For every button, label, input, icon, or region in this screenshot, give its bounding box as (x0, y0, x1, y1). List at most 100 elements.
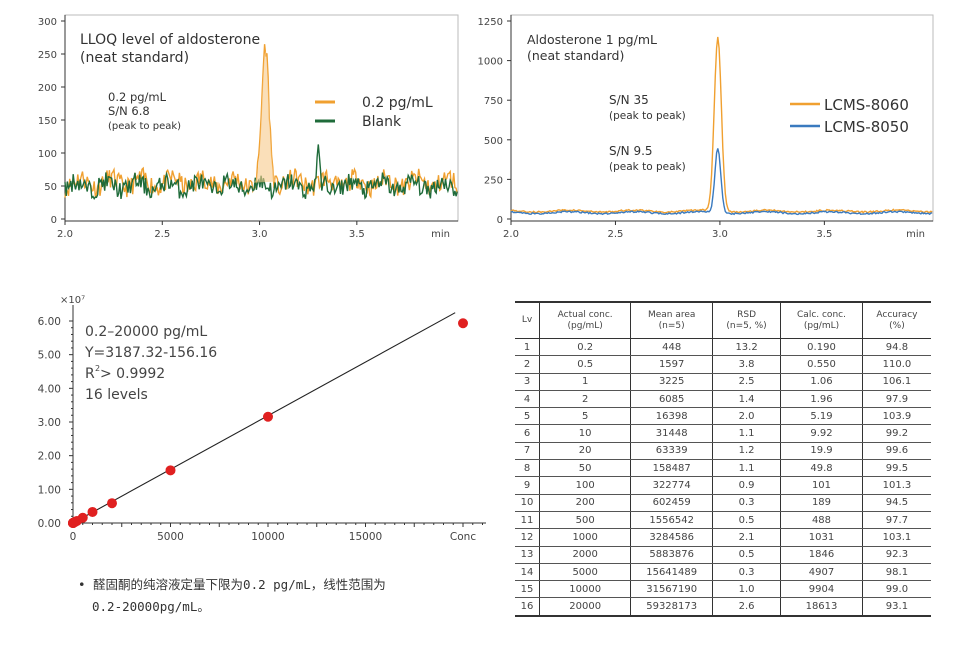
table-cell: 59328173 (630, 597, 713, 617)
table-cell: 20000 (538, 597, 631, 617)
table-cell: 97.9 (861, 390, 931, 409)
table-cell: 2.6 (712, 597, 781, 617)
note-line-1: • 醛固酮的纯溶液定量下限为0.2 pg/mL，线性范围为 (78, 577, 386, 592)
table-cell: 5 (538, 407, 631, 426)
table-cell: 14 (515, 563, 540, 582)
table-cell: 98.1 (861, 563, 931, 582)
y-tick-label: 0.00 (38, 518, 61, 530)
table-cell: 5883876 (630, 546, 713, 564)
y-tick-label: 50 (44, 182, 57, 193)
table-cell: 18613 (780, 597, 863, 617)
table-cell: 5000 (538, 563, 631, 582)
table-cell: 13 (515, 546, 540, 564)
peak-annotation: S/N 6.8 (108, 104, 150, 118)
table-cell: 189 (780, 494, 863, 512)
chart-2-title: Aldosterone 1 pg/mL (527, 32, 657, 47)
x-tick-label: 2.0 (503, 229, 519, 240)
x-tick-label: 3.0 (712, 229, 728, 240)
table-cell: 12 (515, 528, 540, 547)
y-tick-label: 250 (38, 50, 57, 61)
r2-label-r: R (85, 366, 95, 382)
y-multiplier: ×10⁷ (60, 295, 85, 306)
table-cell: 101 (780, 476, 863, 495)
table-cell: 1.1 (712, 424, 781, 443)
peak-annotation: 0.2 pg/mL (108, 90, 167, 104)
table-cell: 11 (515, 511, 540, 530)
table-row: 6 10 31448 1.1 9.92 99.2 (515, 424, 931, 443)
table-cell: 97.7 (861, 511, 931, 530)
table-cell: 2.1 (712, 528, 781, 547)
y-tick-label: 0 (51, 215, 57, 226)
table-cell: 2 (538, 390, 631, 409)
table-cell: 1597 (630, 355, 713, 374)
table-cell: 3.8 (712, 355, 781, 374)
y-tick-label: 3.00 (38, 417, 61, 429)
table-cell: 448 (630, 338, 713, 357)
table-cell: 31567190 (630, 580, 713, 599)
table-row: 2 0.5 1597 3.8 0.550 110.0 (515, 355, 931, 374)
table-cell: 0.550 (780, 355, 863, 374)
table-cell: 4 (515, 390, 540, 409)
table-cell: 16398 (630, 407, 713, 426)
chart-2-subtitle: (neat standard) (527, 48, 624, 63)
range-label: 0.2–20000 pg/mL (85, 324, 207, 340)
table-cell: 49.8 (780, 459, 863, 478)
conclusion-note: • 醛固酮的纯溶液定量下限为0.2 pg/mL，线性范围为 0.2-20000p… (78, 574, 386, 618)
table-cell: 1031 (780, 528, 863, 547)
column-header-line: (n=5) (658, 320, 685, 331)
data-point (263, 411, 273, 422)
column-header-line: Calc. conc. (797, 309, 846, 320)
table-cell: 3225 (630, 373, 713, 391)
x-tick-label: 2.5 (608, 229, 624, 240)
column-header-line: (%) (889, 320, 905, 331)
legend-label: 0.2 pg/mL (362, 95, 433, 111)
table-cell: 1556542 (630, 511, 713, 530)
table-cell: 101.3 (861, 476, 931, 495)
sn-annotation-sub: (peak to peak) (609, 110, 686, 122)
y-tick-label: 0 (497, 215, 503, 226)
x-tick-label: 3.5 (349, 229, 365, 240)
table-cell: 99.2 (861, 424, 931, 443)
y-tick-label: 4.00 (38, 383, 61, 395)
table-cell: 94.5 (861, 494, 931, 512)
table-row: 14 5000 15641489 0.3 4907 98.1 (515, 563, 931, 582)
table-cell: 3 (515, 373, 540, 391)
chart-1-title: LLOQ level of aldosterone (80, 32, 260, 48)
table-cell: 6 (515, 424, 540, 443)
y-tick-label: 2.00 (38, 451, 61, 463)
table-cell: 0.5 (538, 355, 631, 374)
column-header: Lv (515, 301, 540, 339)
table-cell: 1.1 (712, 459, 781, 478)
data-point (87, 506, 98, 517)
table-cell: 3284586 (630, 528, 713, 547)
table-cell: 1.2 (712, 442, 781, 461)
chart-1-subtitle: (neat standard) (80, 50, 189, 66)
table-cell: 1.96 (780, 390, 863, 409)
table-cell: 9904 (780, 580, 863, 599)
table-cell: 2.5 (712, 373, 781, 391)
table-cell: 602459 (630, 494, 713, 512)
note-line-2: 0.2-20000pg/mL。 (92, 599, 210, 614)
table-cell: 2 (515, 355, 540, 374)
sn-annotation: S/N 35 (609, 93, 649, 107)
data-point (458, 318, 468, 329)
y-tick-label: 1.00 (38, 484, 61, 496)
table-cell: 9 (515, 476, 540, 495)
column-header-line: RSD (737, 309, 757, 320)
table-cell: 1.4 (712, 390, 781, 409)
table-cell: 322774 (630, 476, 713, 495)
x-axis-label: min (431, 229, 450, 240)
y-tick-label: 1250 (478, 17, 503, 28)
table-cell: 0.190 (780, 338, 863, 357)
table-cell: 16 (515, 597, 540, 617)
table-cell: 7 (515, 442, 540, 461)
column-header-line: Accuracy (876, 309, 918, 320)
legend-label: Blank (362, 114, 402, 130)
table-cell: 0.2 (538, 338, 631, 357)
table-cell: 2000 (538, 546, 631, 564)
data-point (165, 465, 176, 476)
r2-superscript: 2 (95, 364, 100, 373)
series-line-LCMS-8060 (510, 36, 933, 214)
table-cell: 15 (515, 580, 540, 599)
